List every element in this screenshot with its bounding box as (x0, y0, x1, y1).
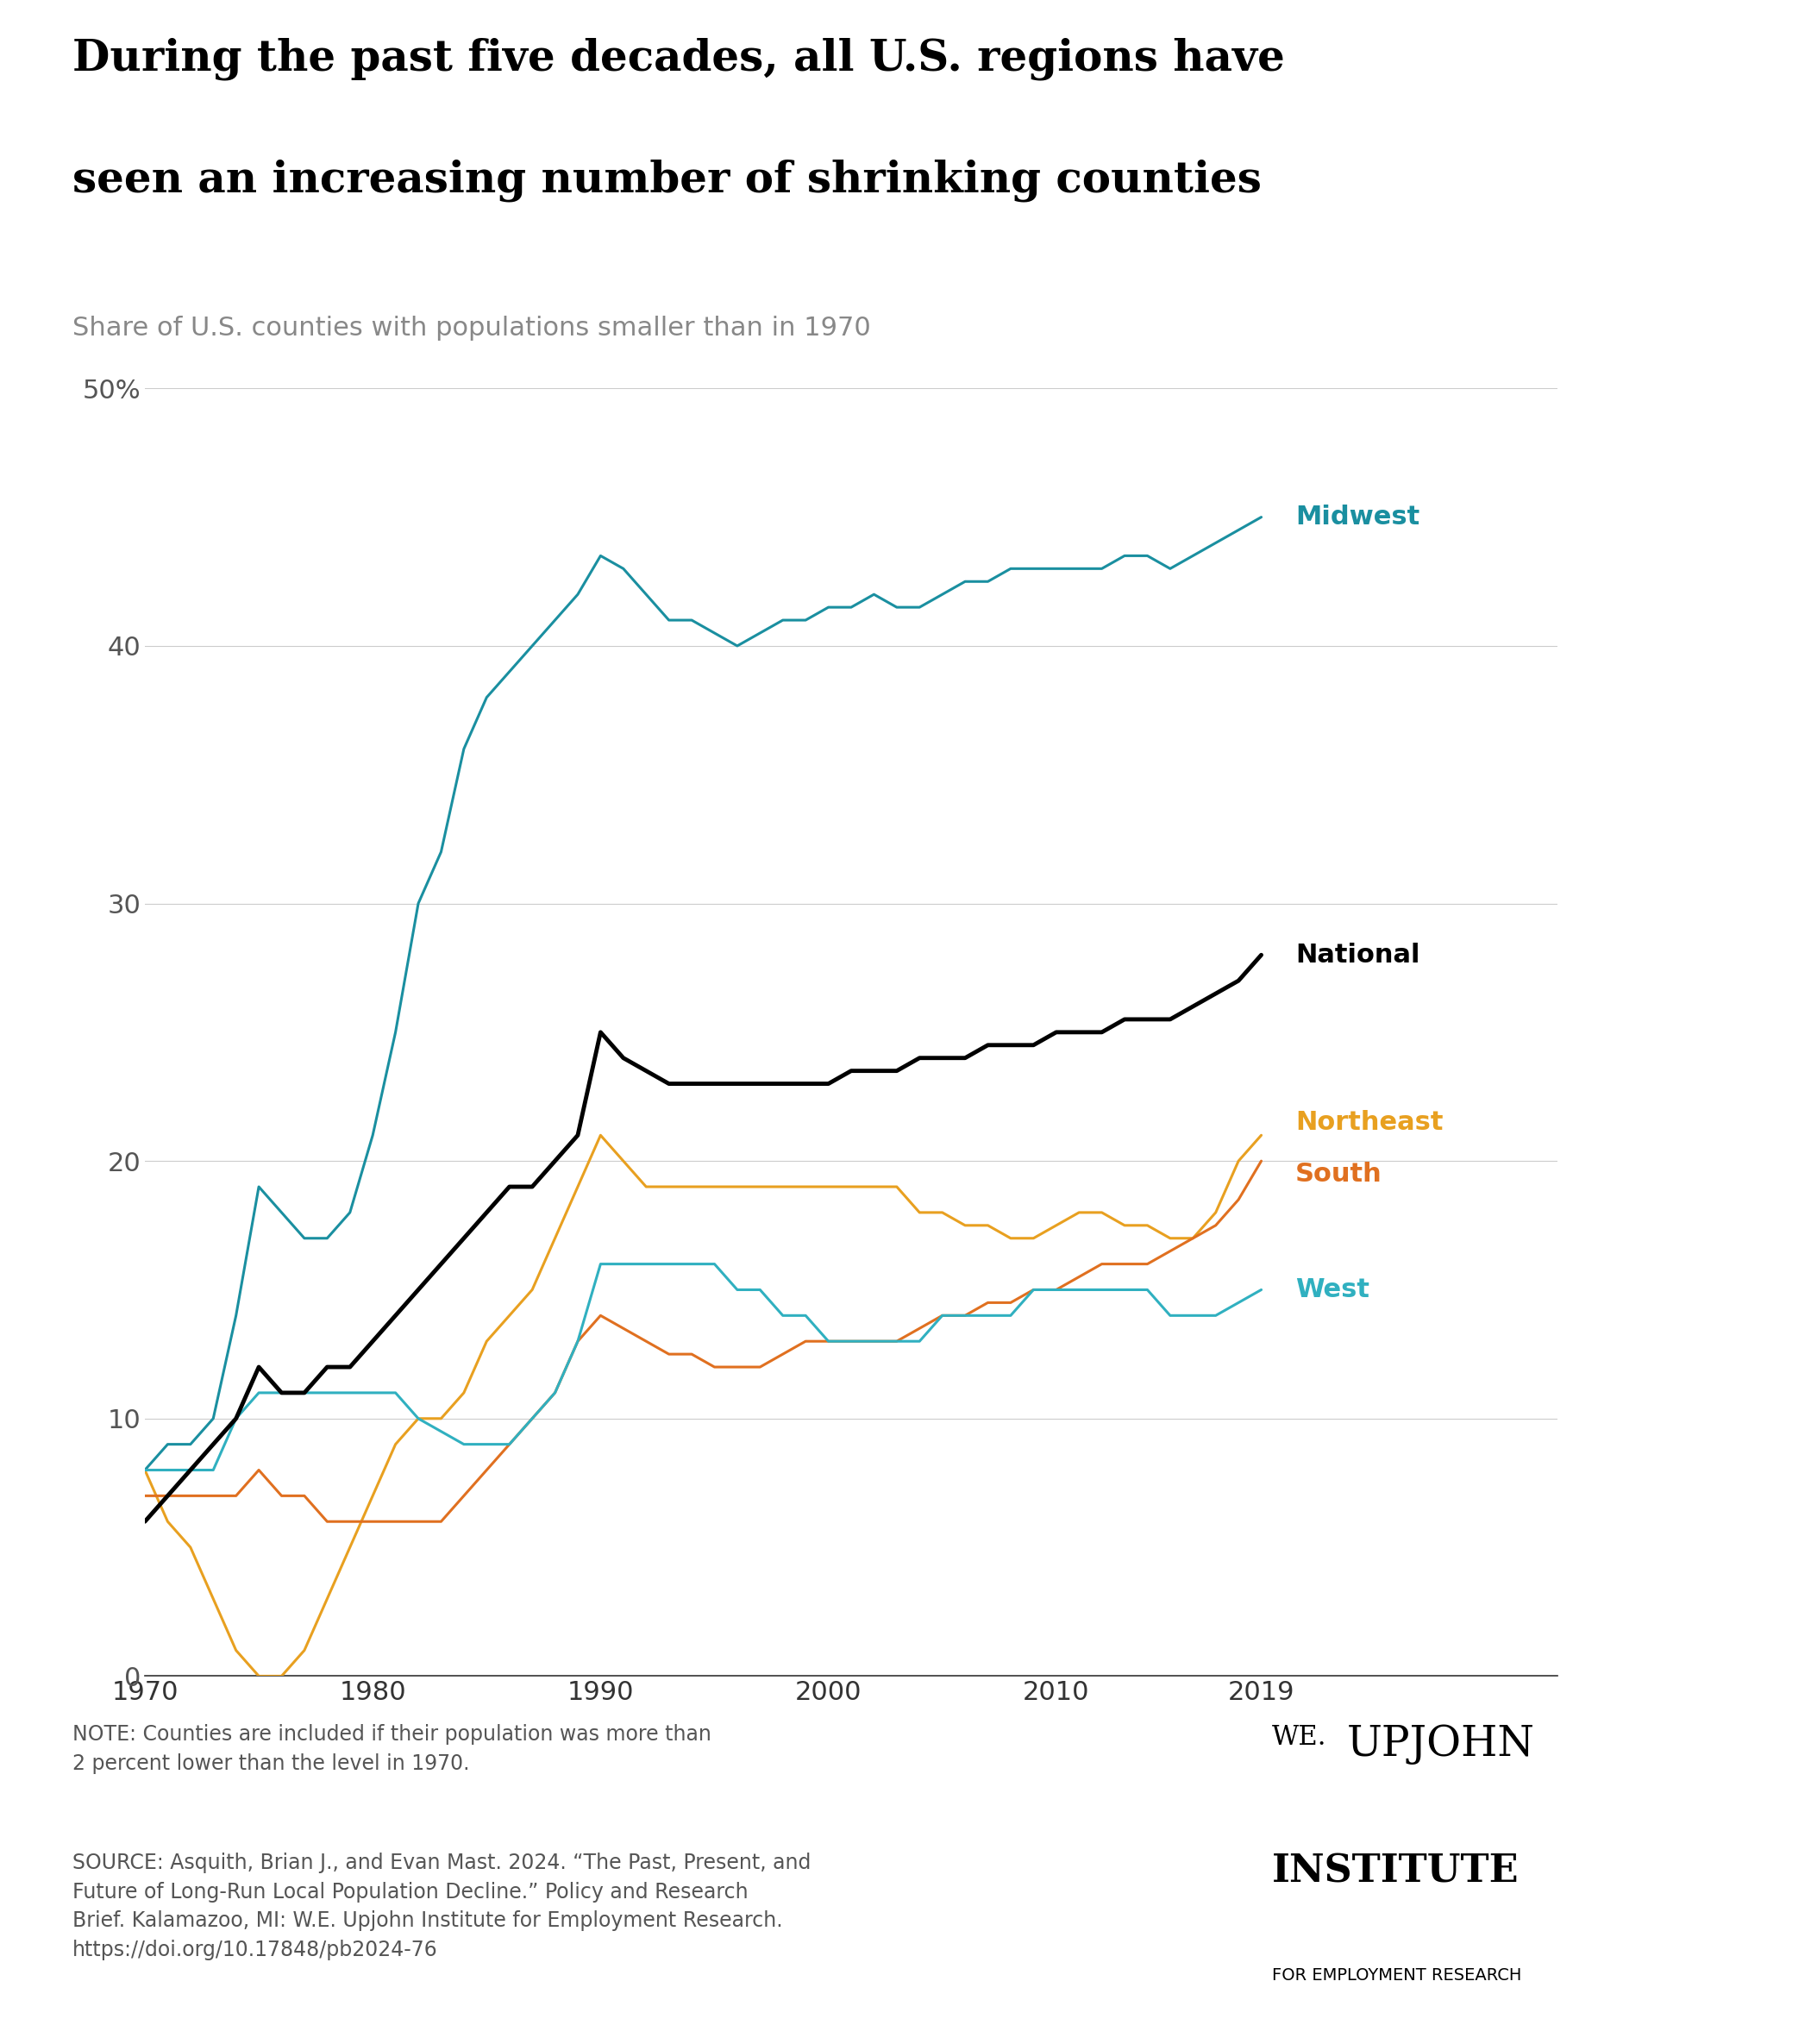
Text: West: West (1295, 1278, 1369, 1302)
Text: NOTE: Counties are included if their population was more than
2 percent lower th: NOTE: Counties are included if their pop… (72, 1725, 712, 1774)
Text: Midwest: Midwest (1295, 505, 1420, 529)
Text: seen an increasing number of shrinking counties: seen an increasing number of shrinking c… (72, 159, 1262, 202)
Text: INSTITUTE: INSTITUTE (1271, 1852, 1519, 1891)
Text: During the past five decades, all U.S. regions have: During the past five decades, all U.S. r… (72, 37, 1284, 80)
Text: Share of U.S. counties with populations smaller than in 1970: Share of U.S. counties with populations … (72, 317, 871, 341)
Text: SOURCE: Asquith, Brian J., and Evan Mast. 2024. “The Past, Present, and
Future o: SOURCE: Asquith, Brian J., and Evan Mast… (72, 1852, 811, 1960)
Text: UPJOHN: UPJOHN (1347, 1725, 1536, 1764)
Text: FOR EMPLOYMENT RESEARCH: FOR EMPLOYMENT RESEARCH (1271, 1968, 1521, 1985)
Text: South: South (1295, 1161, 1382, 1186)
Text: National: National (1295, 942, 1420, 967)
Text: WE.: WE. (1271, 1725, 1327, 1752)
Text: Northeast: Northeast (1295, 1110, 1443, 1134)
